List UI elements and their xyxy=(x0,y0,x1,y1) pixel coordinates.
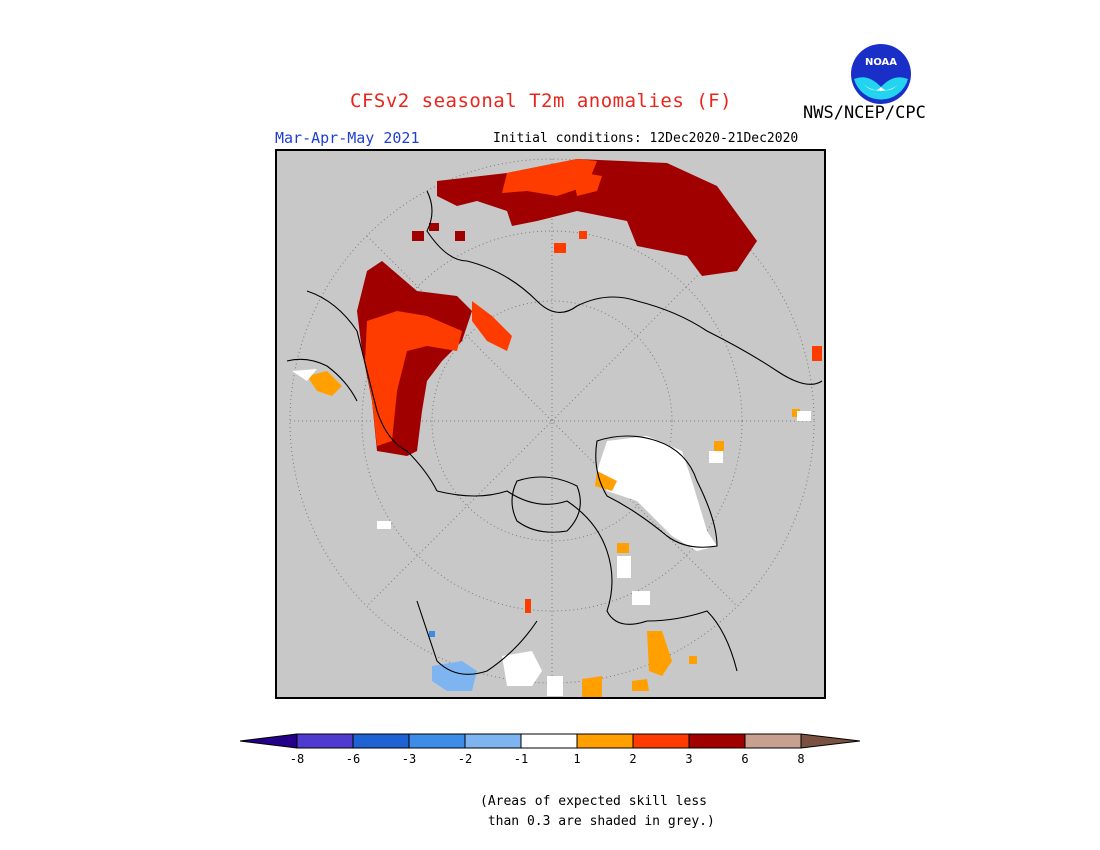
anomaly-region-white xyxy=(377,521,391,529)
color-scale-tick: -1 xyxy=(513,752,529,766)
anomaly-region-dark-red xyxy=(455,231,465,241)
color-scale-tick: -8 xyxy=(289,752,305,766)
anomaly-map xyxy=(275,149,826,699)
map-canvas xyxy=(286,158,823,697)
color-scale-tick: 1 xyxy=(573,752,581,766)
color-scale-tick: 8 xyxy=(797,752,805,766)
color-scale-segment xyxy=(689,734,745,748)
noaa-logo-text: NOAA xyxy=(865,57,897,68)
anomaly-region-dark-red xyxy=(525,599,531,613)
color-scale-segment xyxy=(409,734,465,748)
anomaly-region-white xyxy=(797,411,811,421)
anomaly-region-dark-red xyxy=(412,231,424,241)
season-label: Mar-Apr-May 2021 xyxy=(275,129,420,147)
latitude-circle xyxy=(431,300,673,542)
color-scale-tick: 3 xyxy=(685,752,693,766)
anomaly-region-orange xyxy=(632,679,649,691)
color-scale-left-arrow xyxy=(240,734,297,748)
color-scale-segment xyxy=(633,734,689,748)
color-scale-segment xyxy=(745,734,801,748)
anomaly-region-white xyxy=(632,591,650,605)
coastline-europe xyxy=(306,290,438,492)
color-scale-segment xyxy=(353,734,409,748)
meridian-line xyxy=(366,235,738,607)
anomaly-region-red-orange xyxy=(365,311,462,446)
anomaly-region-red-orange xyxy=(554,243,566,253)
map-title: CFSv2 seasonal T2m anomalies (F) xyxy=(350,90,733,112)
color-scale-tick: 6 xyxy=(741,752,749,766)
anomaly-region-dark-red xyxy=(812,346,822,361)
anomaly-region-white xyxy=(597,436,717,551)
coastline-north-africa xyxy=(286,358,358,402)
color-scale-segment xyxy=(521,734,577,748)
anomaly-region-white xyxy=(547,676,563,696)
anomaly-region-orange xyxy=(792,409,800,417)
color-scale-tick: -3 xyxy=(401,752,417,766)
color-scale-segment xyxy=(297,734,353,748)
color-scale-tick: 2 xyxy=(629,752,637,766)
color-scale-segment xyxy=(465,734,521,748)
anomaly-region-dark-red xyxy=(429,223,439,231)
anomaly-region-orange xyxy=(689,656,697,664)
anomaly-region-orange xyxy=(582,676,602,697)
initial-conditions-label: Initial conditions: 12Dec2020-21Dec2020 xyxy=(493,131,799,146)
color-scale-tick: -2 xyxy=(457,752,473,766)
anomaly-region-orange xyxy=(307,371,342,396)
color-scale-tick: -6 xyxy=(345,752,361,766)
anomaly-region-orange xyxy=(595,471,617,491)
coastlines xyxy=(286,190,823,675)
anomaly-region-orange xyxy=(647,631,672,676)
anomaly-region-light-blue xyxy=(432,661,477,691)
anomaly-region-red-orange xyxy=(472,301,512,351)
agency-label: NWS/NCEP/CPC xyxy=(803,103,926,123)
skill-note: (Areas of expected skill less than 0.3 a… xyxy=(480,794,715,829)
coastline-north-america xyxy=(436,490,738,672)
color-scale-right-arrow xyxy=(801,734,860,748)
latitude-circle xyxy=(289,158,815,684)
anomaly-region-orange xyxy=(617,543,629,553)
meridian-line xyxy=(366,235,738,607)
anomaly-region-white xyxy=(292,369,317,381)
color-scale-bar xyxy=(240,733,860,749)
anomaly-region-white xyxy=(502,651,542,686)
coastline-pacific xyxy=(416,600,538,675)
anomaly-region-red-orange xyxy=(579,231,587,239)
coastline-greenland xyxy=(595,435,718,548)
anomaly-region-red-orange xyxy=(572,171,602,196)
coastline-arctic-islands xyxy=(511,476,581,533)
anomaly-region-white xyxy=(709,451,723,463)
color-scale-segment xyxy=(577,734,633,748)
anomaly-region-orange xyxy=(714,441,724,451)
noaa-logo-icon: NOAA xyxy=(851,44,911,104)
coastline-asia xyxy=(426,190,823,385)
anomaly-region-light-blue xyxy=(429,631,435,637)
anomaly-region-red-orange xyxy=(502,159,597,196)
anomaly-region-white xyxy=(617,556,631,578)
